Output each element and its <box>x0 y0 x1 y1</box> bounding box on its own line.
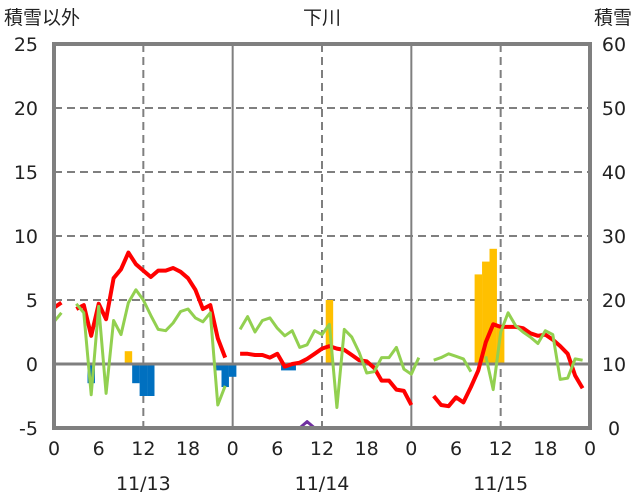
right-tick-label: 40 <box>602 162 626 184</box>
plot-frame <box>52 42 592 430</box>
left-tick-label: 25 <box>14 34 38 56</box>
right-axis-title: 積雪 <box>594 7 632 29</box>
x-tick-label: 0 <box>405 438 417 460</box>
left-tick-label: 10 <box>14 226 38 248</box>
x-tick-label: 12 <box>489 438 513 460</box>
bar <box>132 364 140 384</box>
x-tick-label: 6 <box>450 438 462 460</box>
green-series-line <box>75 288 227 407</box>
bar <box>496 325 505 364</box>
temperature-line <box>432 322 585 409</box>
x-tick-label: 6 <box>93 438 105 460</box>
date-label: 11/14 <box>295 473 350 495</box>
date-label: 11/13 <box>116 473 171 495</box>
bar <box>288 364 296 371</box>
temperature-line <box>240 344 414 406</box>
left-tick-label: 15 <box>14 162 38 184</box>
right-tick-label: 60 <box>602 34 626 56</box>
left-tick-label: -5 <box>19 418 38 440</box>
bar <box>87 364 95 384</box>
x-tick-label: 0 <box>584 438 596 460</box>
bar <box>124 351 133 364</box>
bar <box>214 364 222 371</box>
right-tick-label: 30 <box>602 226 626 248</box>
left-tick-label: 5 <box>26 290 38 312</box>
x-tick-label: 0 <box>227 438 239 460</box>
left-tick-label: 20 <box>14 98 38 120</box>
bar <box>147 364 155 396</box>
bar <box>221 364 229 388</box>
x-tick-label: 18 <box>355 438 379 460</box>
bar <box>482 261 490 364</box>
right-tick-label: 20 <box>602 290 626 312</box>
x-tick-label: 0 <box>48 438 60 460</box>
bar <box>474 274 483 364</box>
green-series-line <box>238 315 421 409</box>
green-series-line <box>484 311 583 392</box>
left-axis-title: 積雪以外 <box>4 7 80 29</box>
bar <box>228 364 237 377</box>
right-tick-label: 10 <box>602 354 626 376</box>
right-tick-label: 0 <box>608 418 620 440</box>
left-tick-label: 0 <box>26 354 38 376</box>
x-tick-label: 18 <box>176 438 200 460</box>
right-tick-label: 50 <box>602 98 626 120</box>
temperature-line <box>75 250 228 359</box>
x-tick-label: 12 <box>310 438 334 460</box>
bar <box>139 364 148 396</box>
date-label: 11/15 <box>473 473 528 495</box>
x-tick-label: 6 <box>271 438 283 460</box>
chart-title: 下川 <box>303 7 341 29</box>
x-tick-label: 18 <box>533 438 557 460</box>
green-series-line <box>433 352 473 373</box>
bar <box>489 248 497 364</box>
x-tick-label: 12 <box>131 438 155 460</box>
